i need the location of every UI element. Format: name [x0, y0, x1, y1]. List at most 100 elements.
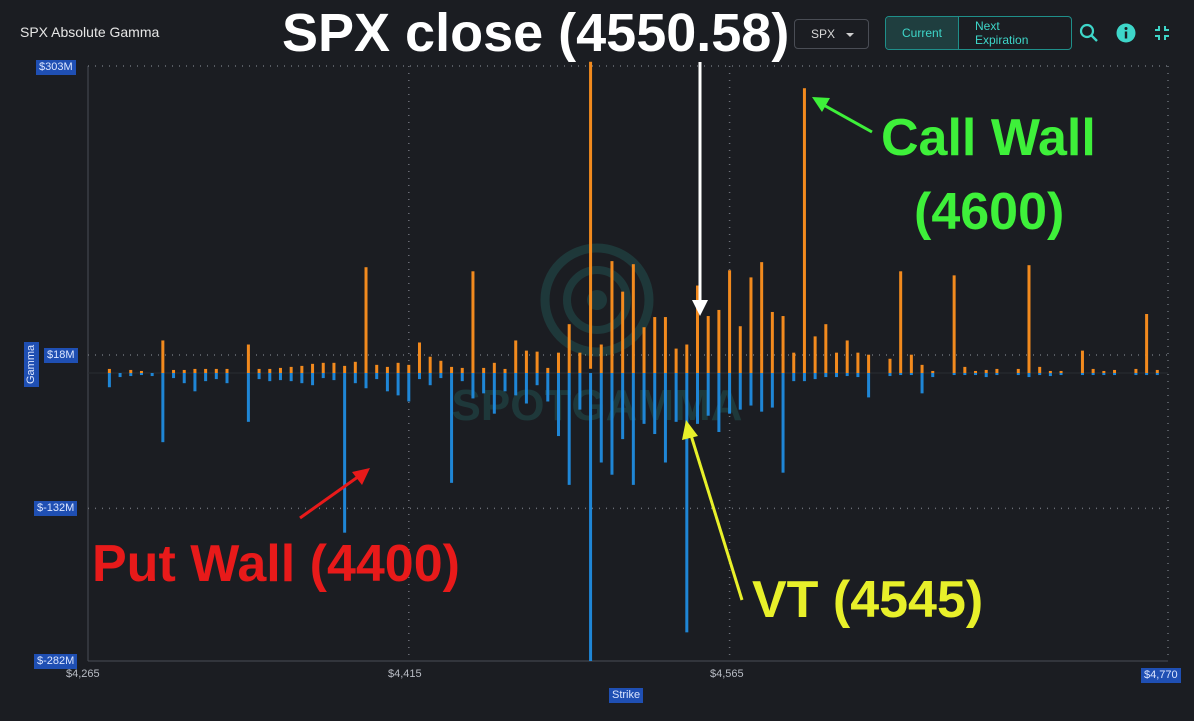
call-bar	[567, 324, 571, 373]
put-bar	[556, 373, 560, 437]
put-bar	[492, 373, 496, 414]
call-bar	[343, 365, 347, 373]
put-bar	[835, 373, 839, 378]
call-bar	[1080, 350, 1084, 373]
y-tick-label: $-132M	[34, 501, 78, 516]
put-bar	[375, 373, 379, 380]
call-bar	[107, 368, 111, 373]
put-bar	[728, 373, 732, 414]
call-bar	[375, 364, 379, 373]
annotation-arrows	[299, 62, 873, 601]
call-bar	[920, 364, 924, 373]
put-bar	[439, 373, 443, 379]
put-wall-arrow-head	[352, 468, 370, 485]
call-bar	[450, 366, 454, 373]
call-bar	[995, 368, 999, 373]
call-bar	[760, 262, 764, 373]
x-axis-label: Strike	[609, 688, 644, 703]
call-bar	[1038, 366, 1042, 373]
call-bar	[984, 369, 988, 373]
put-bar	[193, 373, 197, 392]
collapse-icon[interactable]	[1151, 22, 1173, 44]
put-bar	[150, 373, 154, 377]
call-bar	[1059, 370, 1063, 373]
call-bar	[471, 271, 475, 373]
put-bar	[760, 373, 764, 412]
put-bar	[353, 373, 357, 384]
put-bar	[599, 373, 603, 463]
put-bar	[514, 373, 518, 396]
put-bar	[920, 373, 924, 394]
put-bar	[450, 373, 454, 483]
put-bar	[385, 373, 389, 392]
call-bar	[813, 336, 817, 373]
put-bar	[524, 373, 528, 404]
grid-lines	[87, 65, 1169, 662]
call-bar	[353, 361, 357, 373]
expiration-toggle[interactable]: Current Next Expiration	[885, 16, 1072, 50]
info-icon[interactable]	[1115, 22, 1137, 44]
put-bar	[706, 373, 710, 416]
put-bar	[311, 373, 315, 386]
x-tick-label: $4,415	[388, 668, 422, 680]
tab-next-expiration[interactable]: Next Expiration	[958, 17, 1071, 49]
put-bar	[674, 373, 678, 422]
put-bar	[214, 373, 218, 380]
call-bar	[717, 309, 721, 373]
put-bar	[129, 373, 133, 377]
put-bar	[856, 373, 860, 378]
call-bar	[396, 362, 400, 373]
vt-arrow	[688, 431, 744, 601]
tab-current[interactable]: Current	[886, 17, 958, 49]
call-bar	[535, 351, 539, 373]
search-icon[interactable]	[1078, 22, 1100, 44]
put-gamma-series	[107, 373, 1159, 661]
call-bar	[1027, 265, 1031, 373]
call-bar	[204, 368, 208, 373]
put-bar	[1145, 373, 1149, 376]
call-bar	[589, 61, 593, 369]
call-bar	[621, 291, 625, 373]
put-bar	[300, 373, 304, 384]
put-bar	[984, 373, 988, 378]
put-bar	[503, 373, 507, 392]
call-bar	[139, 370, 143, 373]
put-bar	[578, 373, 582, 410]
put-bar	[1038, 373, 1042, 376]
call-wall-arrow-head	[812, 97, 830, 112]
call-bar	[300, 365, 304, 373]
put-bar	[1155, 373, 1159, 376]
call-bar	[728, 270, 732, 373]
call-bar	[407, 364, 411, 373]
call-bar	[867, 354, 871, 373]
call-bar	[257, 368, 261, 373]
call-bar	[172, 369, 176, 373]
put-bar	[995, 373, 999, 376]
call-bar	[578, 352, 582, 373]
put-bar	[396, 373, 400, 396]
put-bar	[974, 373, 978, 376]
put-bar	[268, 373, 272, 382]
put-bar	[717, 373, 721, 432]
call-bar	[182, 369, 186, 373]
call-bar	[524, 350, 528, 373]
put-bar	[813, 373, 817, 380]
call-bar	[385, 366, 389, 373]
put-bar	[1113, 373, 1117, 376]
call-bar	[1145, 314, 1149, 373]
put-bar	[952, 373, 956, 376]
svg-text:SPOTGAMMA: SPOTGAMMA	[452, 381, 743, 430]
put-bar	[278, 373, 282, 381]
put-wall-arrow	[299, 472, 363, 520]
put-bar	[696, 373, 700, 424]
put-bar	[824, 373, 828, 378]
call-bar	[610, 261, 614, 373]
call-bar	[653, 317, 657, 373]
call-bar	[642, 327, 646, 373]
put-bar	[802, 373, 806, 382]
put-bar	[685, 373, 689, 633]
put-bar	[1091, 373, 1095, 376]
spx-close-arrow-head	[692, 300, 708, 316]
symbol-select[interactable]: SPX	[794, 19, 869, 49]
put-bar	[1048, 373, 1052, 377]
